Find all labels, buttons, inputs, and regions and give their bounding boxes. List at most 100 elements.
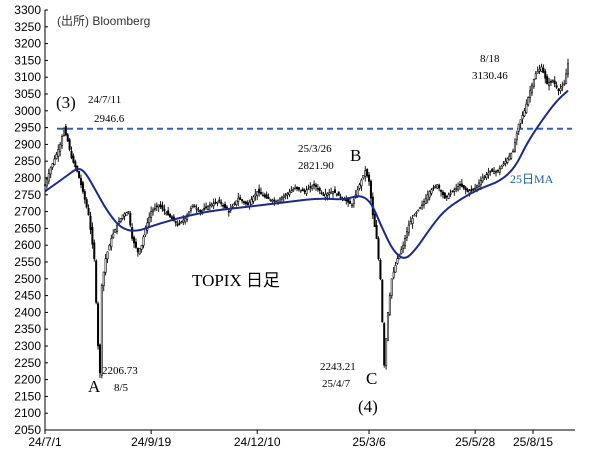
candle-body — [373, 213, 376, 228]
candle-body — [91, 227, 94, 245]
candle-body — [61, 136, 64, 147]
candle-body — [368, 174, 371, 182]
annotation-date-250326: 25/3/26 — [298, 143, 332, 155]
candle-body — [413, 214, 416, 217]
y-tick-label: 3050 — [14, 87, 41, 101]
candle-body — [563, 83, 566, 86]
candle-body — [508, 155, 511, 161]
candle-body — [134, 241, 137, 248]
candle-body — [443, 192, 446, 199]
x-tick-label: 25/5/28 — [455, 435, 495, 449]
candle-body — [206, 205, 209, 210]
y-tick-label: 2650 — [14, 221, 41, 235]
candle-body — [352, 199, 355, 204]
candle-body — [419, 207, 422, 209]
candle-body — [201, 209, 204, 212]
y-tick-label: 3300 — [14, 3, 41, 17]
candle-body — [330, 191, 333, 194]
candle-body — [148, 216, 151, 224]
candle-body — [47, 173, 50, 182]
y-tick-label: 2250 — [14, 356, 41, 370]
candle-body — [566, 63, 570, 75]
candle-body — [481, 177, 484, 182]
candle-body — [108, 244, 111, 251]
y-tick-label: 2900 — [14, 137, 41, 151]
candle-body — [339, 196, 342, 199]
candle-body — [165, 212, 168, 215]
candle-body — [129, 213, 132, 226]
candle-body — [523, 110, 526, 117]
candle-body — [375, 225, 378, 239]
candle-body — [369, 180, 372, 199]
candle-body — [292, 189, 295, 192]
source-label: (出所) Bloomberg — [57, 14, 150, 28]
x-tick-label: 24/9/19 — [131, 435, 171, 449]
y-tick-label: 2300 — [14, 339, 41, 353]
candle-body — [506, 158, 509, 163]
candle-body — [81, 182, 84, 192]
candle-body — [383, 323, 386, 366]
candle-body — [222, 205, 225, 207]
candle-body — [557, 89, 560, 91]
candle-body — [426, 194, 429, 201]
candle-body — [297, 187, 300, 190]
candle-body — [182, 219, 185, 223]
candle-body — [203, 208, 206, 210]
candle-body — [561, 85, 564, 88]
candle-body — [199, 210, 202, 212]
candle-body — [299, 189, 302, 192]
candle-body — [447, 194, 450, 199]
candle-body — [407, 224, 410, 233]
candle-body — [455, 187, 458, 190]
ma25-line — [44, 89, 569, 259]
candle-body — [66, 134, 69, 142]
candle-body — [458, 184, 461, 186]
candle-body — [402, 244, 405, 249]
candle-body — [472, 188, 475, 191]
candle-body — [388, 295, 391, 315]
y-tick-label: 2150 — [14, 389, 41, 403]
candle-body — [313, 183, 316, 186]
candle-body — [51, 163, 54, 168]
candle-body — [159, 204, 162, 208]
candle-body — [68, 139, 71, 150]
y-tick-label: 2400 — [14, 305, 41, 319]
candle-body — [409, 221, 412, 225]
candle-body — [176, 223, 179, 226]
candle-body — [142, 236, 145, 246]
candle-body — [260, 192, 263, 195]
y-tick-label: 2800 — [14, 171, 41, 185]
candle-body — [237, 197, 240, 202]
candle-body — [305, 189, 308, 195]
candle-body — [127, 211, 130, 213]
candle-body — [261, 194, 264, 197]
candle-body — [500, 165, 503, 170]
candle-body — [263, 194, 266, 198]
candle-body — [89, 215, 92, 230]
candle-body — [527, 97, 530, 106]
candle-body — [350, 204, 353, 207]
candle-body — [474, 187, 477, 190]
candle-body — [98, 344, 101, 374]
candle-body — [119, 218, 122, 223]
candle-body — [519, 119, 522, 124]
y-tick-label: 2950 — [14, 121, 41, 135]
y-tick-label: 3200 — [14, 37, 41, 51]
candle-body — [521, 114, 524, 120]
candle-body — [195, 207, 198, 210]
candle-body — [513, 141, 516, 152]
candle-body — [64, 126, 67, 136]
candle-body — [282, 195, 285, 198]
candle-body — [265, 194, 268, 199]
candle-body — [180, 221, 183, 223]
candle-body — [494, 170, 498, 173]
candle-body — [138, 248, 141, 255]
candle-body — [231, 205, 234, 208]
candle-body — [504, 160, 507, 164]
candle-body — [362, 175, 365, 179]
candle-body — [332, 191, 335, 195]
candle-body — [364, 170, 367, 177]
y-tick-label: 3100 — [14, 70, 41, 84]
candle-body — [114, 229, 117, 233]
candle-body — [502, 163, 505, 166]
